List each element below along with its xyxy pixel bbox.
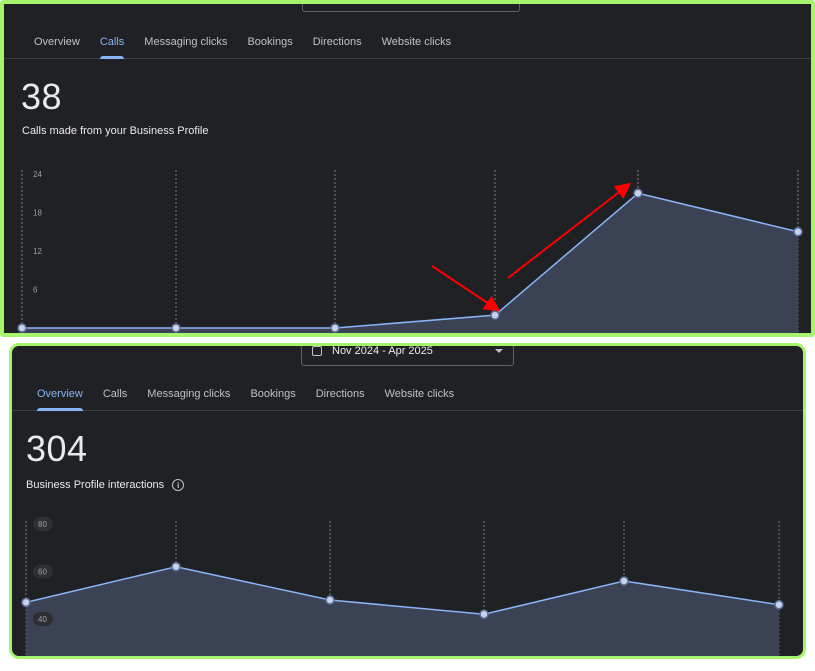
metric-label: Calls made from your Business Profile bbox=[22, 125, 208, 137]
data-point-1[interactable] bbox=[171, 562, 181, 572]
tab-calls[interactable]: Calls bbox=[102, 388, 128, 400]
series-line bbox=[25, 565, 780, 616]
y-tick-pill bbox=[33, 517, 53, 531]
data-point-5[interactable] bbox=[793, 227, 803, 237]
tab-messaging-clicks[interactable]: Messaging clicks bbox=[144, 36, 228, 48]
metric-value: 38 bbox=[21, 76, 63, 117]
series-line bbox=[22, 192, 799, 329]
y-tick-label: 6 bbox=[33, 286, 38, 295]
data-point-3[interactable] bbox=[490, 310, 500, 320]
calls-panel: Overview Calls Messaging clicks Bookings… bbox=[0, 0, 815, 337]
series-area bbox=[26, 566, 779, 656]
annotation-arrow bbox=[431, 265, 501, 312]
calendar-icon bbox=[312, 346, 322, 356]
tab-bar: Overview Calls Messaging clicks Bookings… bbox=[4, 26, 811, 59]
date-range-text: Nov 2024 - Apr 2025 bbox=[332, 345, 433, 357]
data-point-4[interactable] bbox=[619, 576, 629, 586]
metric-label-text: Business Profile interactions bbox=[26, 479, 165, 491]
y-tick-label: 24 bbox=[33, 170, 42, 179]
y-tick-pill bbox=[33, 564, 53, 579]
y-tick-label: 12 bbox=[33, 247, 42, 256]
tab-directions[interactable]: Directions bbox=[312, 36, 362, 48]
tab-website-clicks[interactable]: Website clicks bbox=[384, 388, 455, 400]
overview-panel: Nov 2024 - Apr 2025 Overview Calls Messa… bbox=[9, 343, 806, 659]
tab-website-clicks[interactable]: Website clicks bbox=[381, 36, 452, 48]
data-point-0[interactable] bbox=[17, 323, 27, 333]
chevron-down-icon bbox=[495, 349, 503, 353]
date-range-selector[interactable] bbox=[302, 4, 520, 12]
data-point-5[interactable] bbox=[774, 600, 784, 610]
y-tick-label: 40 bbox=[38, 615, 47, 624]
tab-bookings[interactable]: Bookings bbox=[250, 388, 296, 400]
tab-directions[interactable]: Directions bbox=[315, 388, 365, 400]
data-point-1[interactable] bbox=[171, 323, 181, 333]
tab-overview[interactable]: Overview bbox=[27, 378, 93, 411]
info-icon[interactable]: i bbox=[172, 479, 185, 491]
tab-bar: Overview Calls Messaging clicks Bookings… bbox=[12, 378, 803, 411]
y-tick-pill bbox=[33, 612, 53, 626]
metric-label-text: Calls made from your Business Profile bbox=[22, 125, 209, 137]
tab-calls[interactable]: Calls bbox=[90, 26, 134, 59]
data-point-4[interactable] bbox=[633, 188, 643, 198]
tab-overview[interactable]: Overview bbox=[34, 36, 80, 48]
calls-chart: 24 18 12 6 bbox=[17, 170, 803, 333]
y-tick-label: 18 bbox=[33, 209, 42, 218]
data-point-0[interactable] bbox=[21, 597, 31, 608]
metric-value: 304 bbox=[26, 428, 88, 469]
tab-bookings[interactable]: Bookings bbox=[247, 36, 293, 48]
tab-messaging-clicks[interactable]: Messaging clicks bbox=[147, 388, 231, 400]
data-point-3[interactable] bbox=[479, 609, 489, 619]
interactions-chart: 80604020 bbox=[21, 517, 784, 656]
date-range-selector[interactable]: Nov 2024 - Apr 2025 bbox=[301, 345, 514, 366]
series-area bbox=[22, 193, 798, 333]
y-tick-label: 60 bbox=[38, 568, 47, 577]
metric-label: Business Profile interactions i bbox=[26, 479, 185, 491]
y-tick-label: 80 bbox=[38, 520, 47, 529]
data-point-2[interactable] bbox=[330, 323, 340, 333]
data-point-2[interactable] bbox=[325, 595, 335, 605]
annotation-arrow bbox=[507, 182, 632, 279]
